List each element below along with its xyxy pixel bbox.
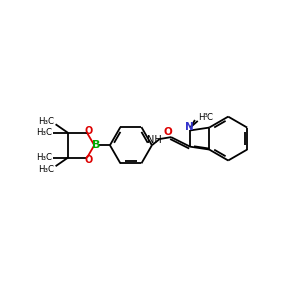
Text: H: H xyxy=(198,112,204,122)
Text: O: O xyxy=(164,128,172,137)
Text: NH: NH xyxy=(146,135,161,145)
Text: O: O xyxy=(85,126,93,136)
Text: H₃C: H₃C xyxy=(38,165,54,174)
Text: O: O xyxy=(85,154,93,164)
Text: H₃C: H₃C xyxy=(38,117,54,126)
Text: H₃C: H₃C xyxy=(36,153,52,162)
Text: B: B xyxy=(92,140,101,150)
Text: H₃C: H₃C xyxy=(36,128,52,137)
Text: 3: 3 xyxy=(203,113,207,118)
Text: N: N xyxy=(185,122,194,132)
Text: C: C xyxy=(206,112,212,122)
